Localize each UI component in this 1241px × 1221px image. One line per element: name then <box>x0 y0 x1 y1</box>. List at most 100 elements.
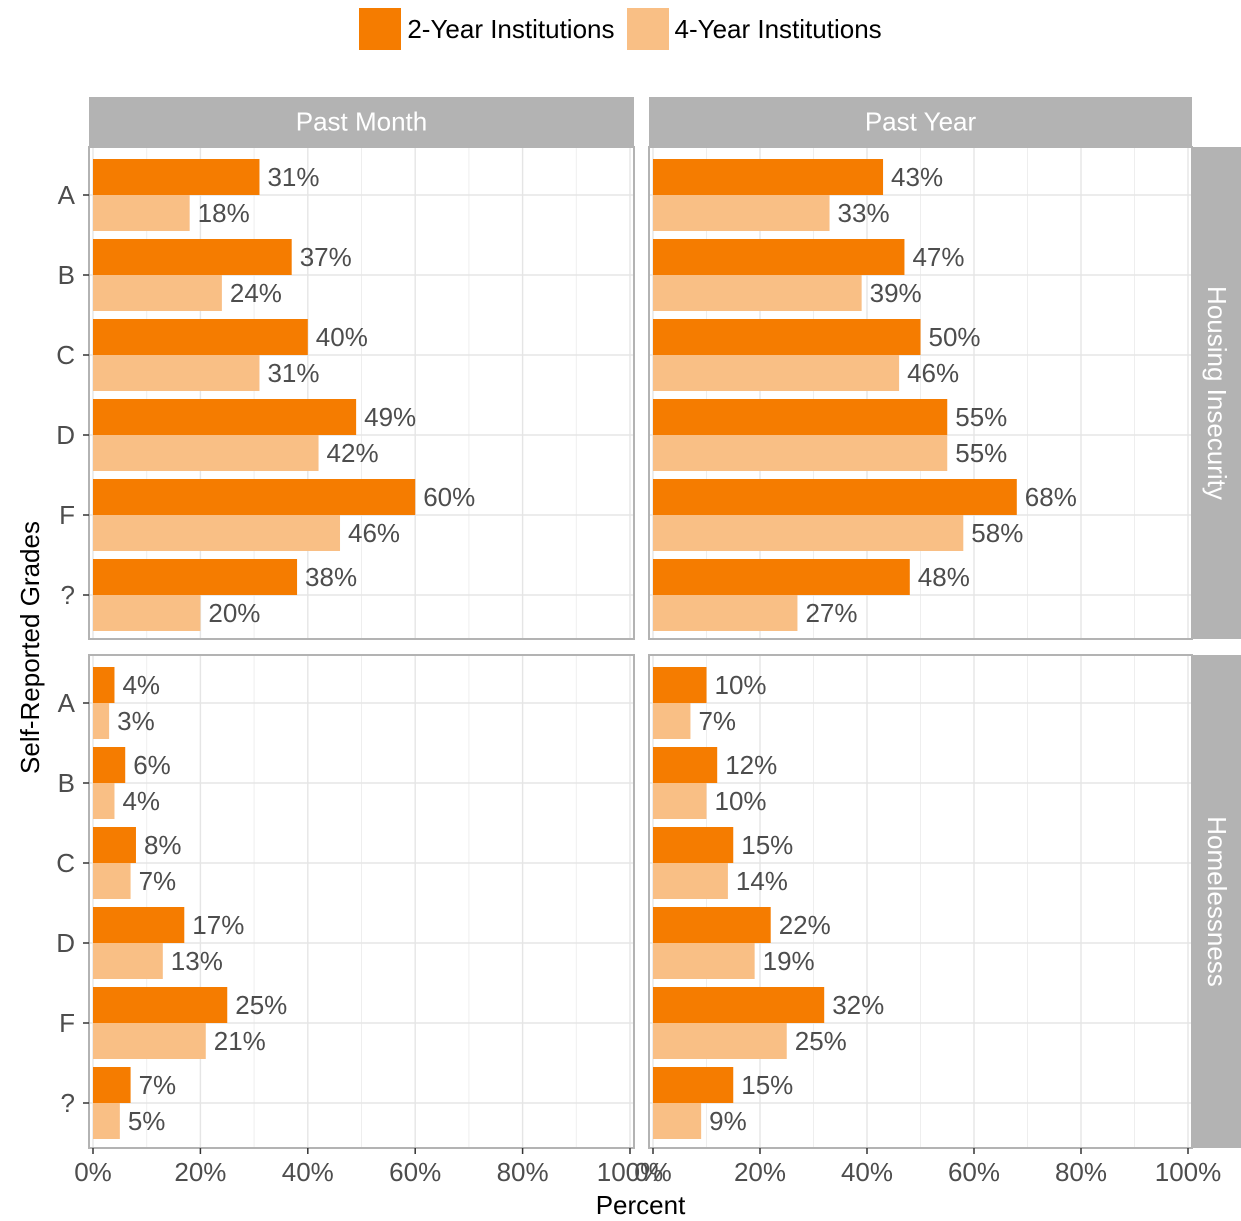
data-label-2-year: 4% <box>122 670 160 700</box>
bar-4-year-f <box>653 515 964 551</box>
strip-homelessness <box>1193 655 1241 1148</box>
data-label-2-year: 37% <box>300 242 352 272</box>
data-label-4-year: 31% <box>267 358 319 388</box>
bar-2-year-a <box>93 159 260 195</box>
bar-2-year-a <box>93 667 115 703</box>
strip-label-housing-insecurity: Housing Insecurity <box>1202 286 1232 500</box>
legend-swatch-4-year <box>626 8 669 50</box>
bar-4-year-d <box>653 435 948 471</box>
y-tick-label: ? <box>61 1088 75 1118</box>
data-label-4-year: 25% <box>795 1026 847 1056</box>
data-label-2-year: 38% <box>305 562 357 592</box>
data-label-4-year: 33% <box>838 198 890 228</box>
bar-2-year-unknown <box>93 559 298 595</box>
bar-4-year-f <box>653 1023 787 1059</box>
bar-2-year-a <box>653 667 707 703</box>
strip-label-past-year: Past Year <box>865 107 977 137</box>
x-tick-label: 20% <box>734 1157 786 1187</box>
bar-4-year-a <box>653 195 830 231</box>
panel-housing-insecurity-past-year: 43%33% 47% 39%50% 46% 55% 55% 68%58%48% 27% <box>648 146 1193 640</box>
legend-item-2-year: 2-Year Institutions <box>359 8 615 50</box>
legend-label-2-year: 2-Year Institutions <box>407 13 615 44</box>
y-tick-label: D <box>56 928 75 958</box>
panel-border <box>88 654 635 1149</box>
x-axis-title: Percent <box>596 1190 686 1220</box>
data-label-2-year: 15% <box>741 830 793 860</box>
panel-homelessness-past-month: 4% 3% 6% 4% 8% 7% 17% 13% 25% 21% 7% 5% <box>88 654 635 1149</box>
bar-4-year-unknown <box>653 1103 702 1139</box>
data-label-4-year: 27% <box>805 598 857 628</box>
data-label-2-year: 8% <box>144 830 182 860</box>
panel-border <box>648 654 1193 1149</box>
strip-past-year <box>649 97 1192 146</box>
y-tick-label: A <box>58 180 76 210</box>
data-label-4-year: 7% <box>139 866 177 896</box>
data-label-4-year: 9% <box>709 1106 747 1136</box>
y-axis-title: Self-Reported Grades <box>15 521 45 774</box>
data-label-4-year: 4% <box>122 786 160 816</box>
bar-4-year-b <box>93 783 115 819</box>
data-label-2-year: 32% <box>832 990 884 1020</box>
strip-label-homelessness: Homelessness <box>1202 816 1232 987</box>
y-tick-label: C <box>56 340 75 370</box>
bar-2-year-c <box>93 827 136 863</box>
bar-4-year-a <box>653 703 691 739</box>
x-tick-label: 0% <box>634 1157 672 1187</box>
data-label-2-year: 55% <box>955 402 1007 432</box>
data-label-4-year: 46% <box>907 358 959 388</box>
y-tick-label: F <box>59 500 75 530</box>
data-label-2-year: 15% <box>741 1070 793 1100</box>
legend-swatch-2-year <box>359 8 402 50</box>
bar-4-year-f <box>93 1023 206 1059</box>
x-tick-label: 20% <box>174 1157 226 1187</box>
panel-housing-insecurity-past-month: 31% 18% 37% 24% 40% 31% 49% 42% 60% 46% 38% 20% <box>88 146 635 640</box>
bar-4-year-d <box>653 943 755 979</box>
legend-item-4-year: 4-Year Institutions <box>626 8 882 50</box>
data-label-2-year: 25% <box>235 990 287 1020</box>
strip-past-month <box>89 97 634 146</box>
data-label-4-year: 5% <box>128 1106 166 1136</box>
bar-4-year-b <box>93 275 222 311</box>
y-tick-label: B <box>58 260 75 290</box>
y-tick-label: F <box>59 1008 75 1038</box>
data-label-2-year: 6% <box>133 750 171 780</box>
data-label-4-year: 14% <box>736 866 788 896</box>
bar-4-year-d <box>93 435 319 471</box>
bar-2-year-b <box>93 239 292 275</box>
data-label-4-year: 39% <box>870 278 922 308</box>
data-label-4-year: 24% <box>230 278 282 308</box>
bar-2-year-c <box>93 319 308 355</box>
x-tick-label: 40% <box>841 1157 893 1187</box>
y-tick-label: C <box>56 848 75 878</box>
bar-2-year-b <box>653 239 905 275</box>
bar-2-year-c <box>653 319 921 355</box>
bar-2-year-unknown <box>653 559 910 595</box>
data-label-2-year: 68% <box>1025 482 1077 512</box>
bar-2-year-f <box>653 479 1017 515</box>
bar-4-year-unknown <box>653 595 798 631</box>
data-label-4-year: 13% <box>171 946 223 976</box>
data-label-2-year: 49% <box>364 402 416 432</box>
x-tick-label: 60% <box>948 1157 1000 1187</box>
bar-4-year-f <box>93 515 341 551</box>
y-tick-label: D <box>56 420 75 450</box>
data-label-4-year: 21% <box>214 1026 266 1056</box>
data-label-4-year: 10% <box>715 786 767 816</box>
panel-border <box>648 146 1193 640</box>
y-tick-label: B <box>58 768 75 798</box>
data-label-2-year: 40% <box>316 322 368 352</box>
data-label-2-year: 43% <box>891 162 943 192</box>
y-tick-label: ? <box>61 580 75 610</box>
panel-border <box>88 146 635 640</box>
bar-4-year-a <box>93 703 110 739</box>
data-label-4-year: 3% <box>117 706 155 736</box>
bar-2-year-b <box>653 747 718 783</box>
data-label-2-year: 48% <box>918 562 970 592</box>
bar-4-year-c <box>93 355 260 391</box>
data-label-4-year: 46% <box>348 518 400 548</box>
bar-4-year-unknown <box>93 595 201 631</box>
bar-4-year-unknown <box>93 1103 120 1139</box>
data-label-4-year: 20% <box>208 598 260 628</box>
legend: 2-Year Institutions 4-Year Institutions <box>0 8 1241 50</box>
